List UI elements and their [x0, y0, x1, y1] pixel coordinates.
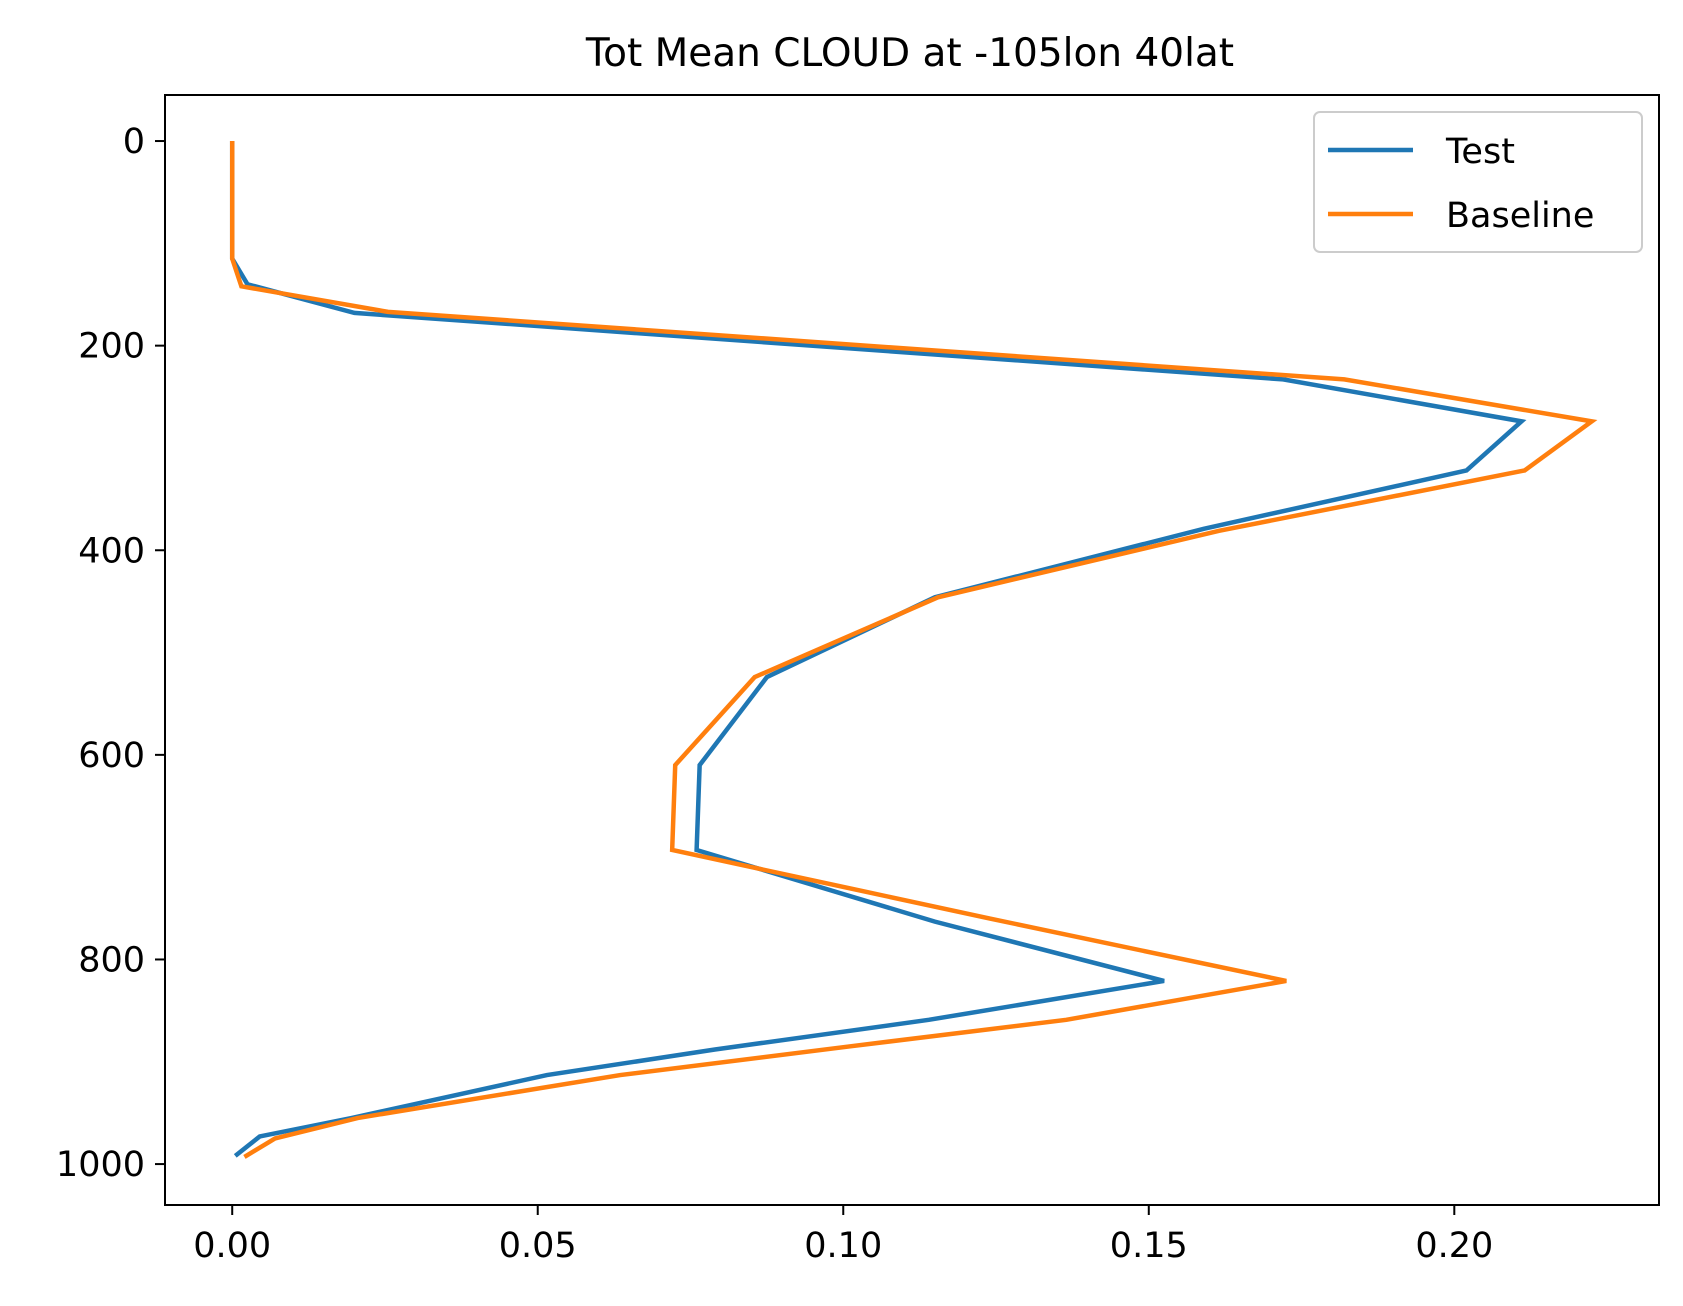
- x-tick-label: 0.20: [1415, 1226, 1493, 1266]
- y-tick-label: 600: [78, 736, 145, 776]
- legend-label-baseline: Baseline: [1446, 196, 1594, 236]
- series-layer: [229, 141, 1598, 1159]
- series-line-baseline: [229, 141, 1598, 1159]
- x-tick-label: 0.00: [193, 1226, 271, 1266]
- chart-title: Tot Mean CLOUD at -105lon 40lat: [585, 31, 1234, 76]
- legend: Test Baseline: [1313, 111, 1643, 253]
- legend-box: [1313, 111, 1643, 253]
- y-tick-label: 800: [78, 940, 145, 980]
- y-tick-label: 0: [123, 122, 145, 162]
- y-tick-label: 400: [78, 531, 145, 571]
- x-tick-label: 0.15: [1110, 1226, 1188, 1266]
- x-tick-label: 0.10: [804, 1226, 882, 1266]
- y-tick-label: 200: [78, 327, 145, 367]
- y-tick-label: 1000: [56, 1145, 145, 1185]
- plot-area-frame: [164, 94, 1660, 1206]
- x-axis: 0.00 0.05 0.10 0.15 0.20: [193, 1205, 1493, 1266]
- legend-label-test: Test: [1445, 132, 1515, 172]
- x-tick-label: 0.05: [499, 1226, 577, 1266]
- y-axis: 0 200 400 600 800 1000: [56, 122, 165, 1185]
